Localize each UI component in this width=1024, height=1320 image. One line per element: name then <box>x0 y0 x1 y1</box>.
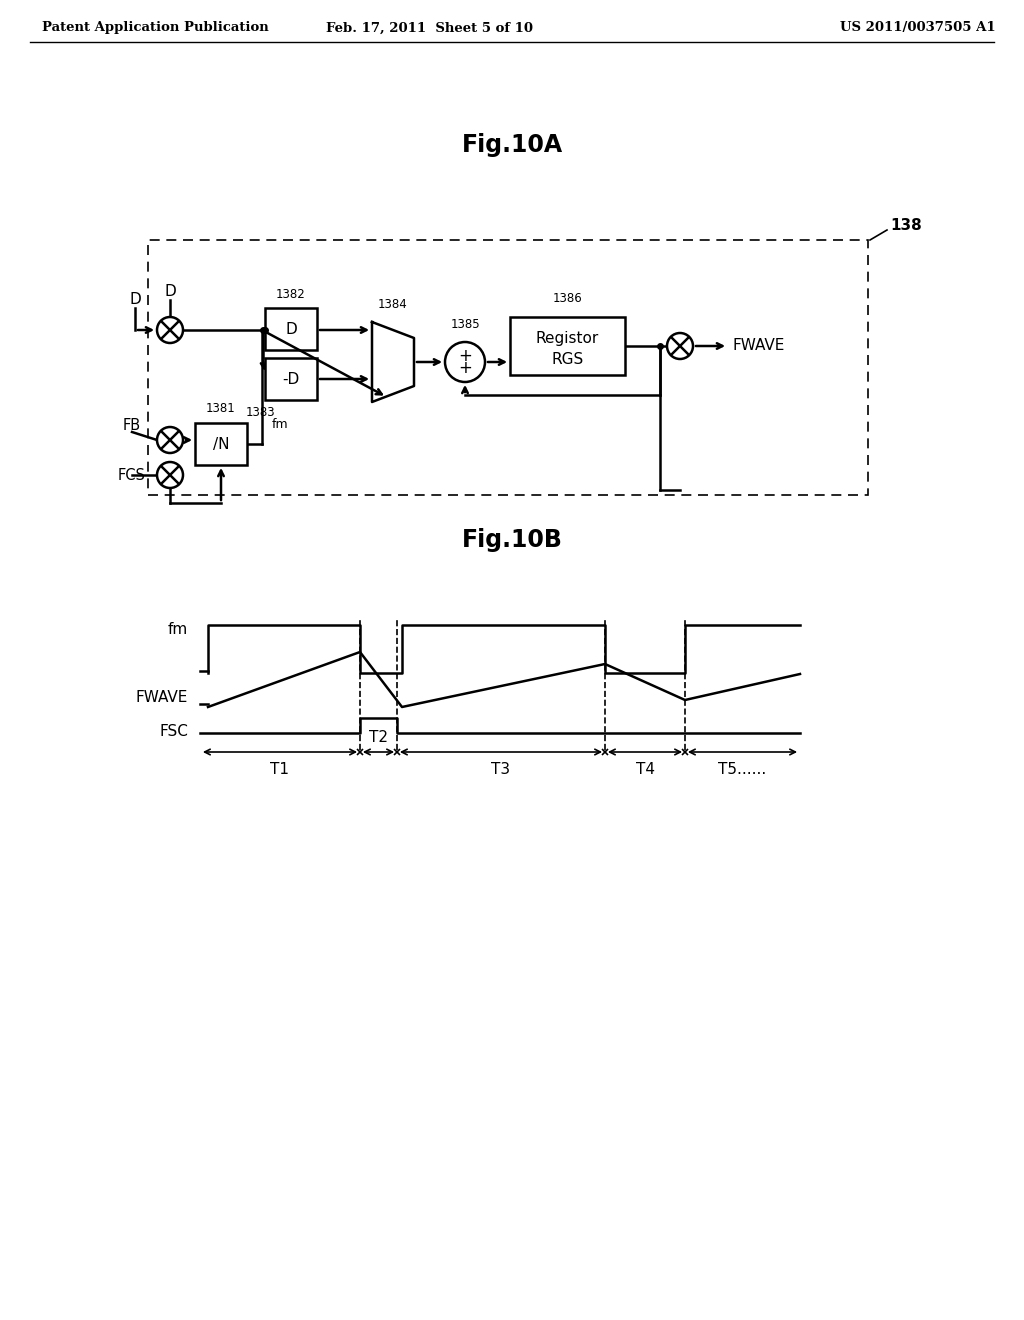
Text: 1386: 1386 <box>553 293 583 305</box>
Polygon shape <box>372 322 414 403</box>
Text: D: D <box>164 285 176 300</box>
Text: 138: 138 <box>890 218 922 232</box>
Bar <box>265 308 317 350</box>
Text: RGS: RGS <box>551 352 584 367</box>
Text: T1: T1 <box>270 762 290 777</box>
Text: T3: T3 <box>492 762 511 777</box>
Text: FWAVE: FWAVE <box>135 689 188 705</box>
Circle shape <box>667 333 693 359</box>
Text: FSC: FSC <box>159 723 188 738</box>
Bar <box>510 317 625 375</box>
Circle shape <box>157 426 183 453</box>
Text: T5......: T5...... <box>719 762 767 777</box>
Bar <box>265 358 317 400</box>
Bar <box>148 240 868 495</box>
Text: Registor: Registor <box>536 331 599 346</box>
Text: Patent Application Publication: Patent Application Publication <box>42 21 268 34</box>
Text: /N: /N <box>213 437 229 451</box>
Text: 1383: 1383 <box>245 405 274 418</box>
Text: D: D <box>129 293 141 308</box>
Text: Feb. 17, 2011  Sheet 5 of 10: Feb. 17, 2011 Sheet 5 of 10 <box>327 21 534 34</box>
Circle shape <box>157 317 183 343</box>
Text: fm: fm <box>271 418 289 432</box>
Text: FWAVE: FWAVE <box>733 338 785 354</box>
Text: 1384: 1384 <box>378 297 408 310</box>
Text: In1: In1 <box>376 335 394 347</box>
Text: In2: In2 <box>376 376 394 389</box>
Text: FCS: FCS <box>118 467 146 483</box>
Circle shape <box>445 342 485 381</box>
Text: Fig.10B: Fig.10B <box>462 528 562 552</box>
Text: 1385: 1385 <box>451 318 480 330</box>
Text: Fig.10A: Fig.10A <box>462 133 562 157</box>
Text: fm: fm <box>168 622 188 636</box>
Text: -D: -D <box>283 371 300 387</box>
Text: 1381: 1381 <box>206 403 236 416</box>
Text: US 2011/0037505 A1: US 2011/0037505 A1 <box>840 21 995 34</box>
Text: +: + <box>458 359 472 378</box>
Text: 1382: 1382 <box>276 288 306 301</box>
Circle shape <box>157 462 183 488</box>
Text: D: D <box>285 322 297 337</box>
Text: T2: T2 <box>369 730 388 744</box>
Text: FB: FB <box>123 417 141 433</box>
Text: +: + <box>458 347 472 366</box>
Text: T4: T4 <box>636 762 654 777</box>
Bar <box>195 422 247 465</box>
